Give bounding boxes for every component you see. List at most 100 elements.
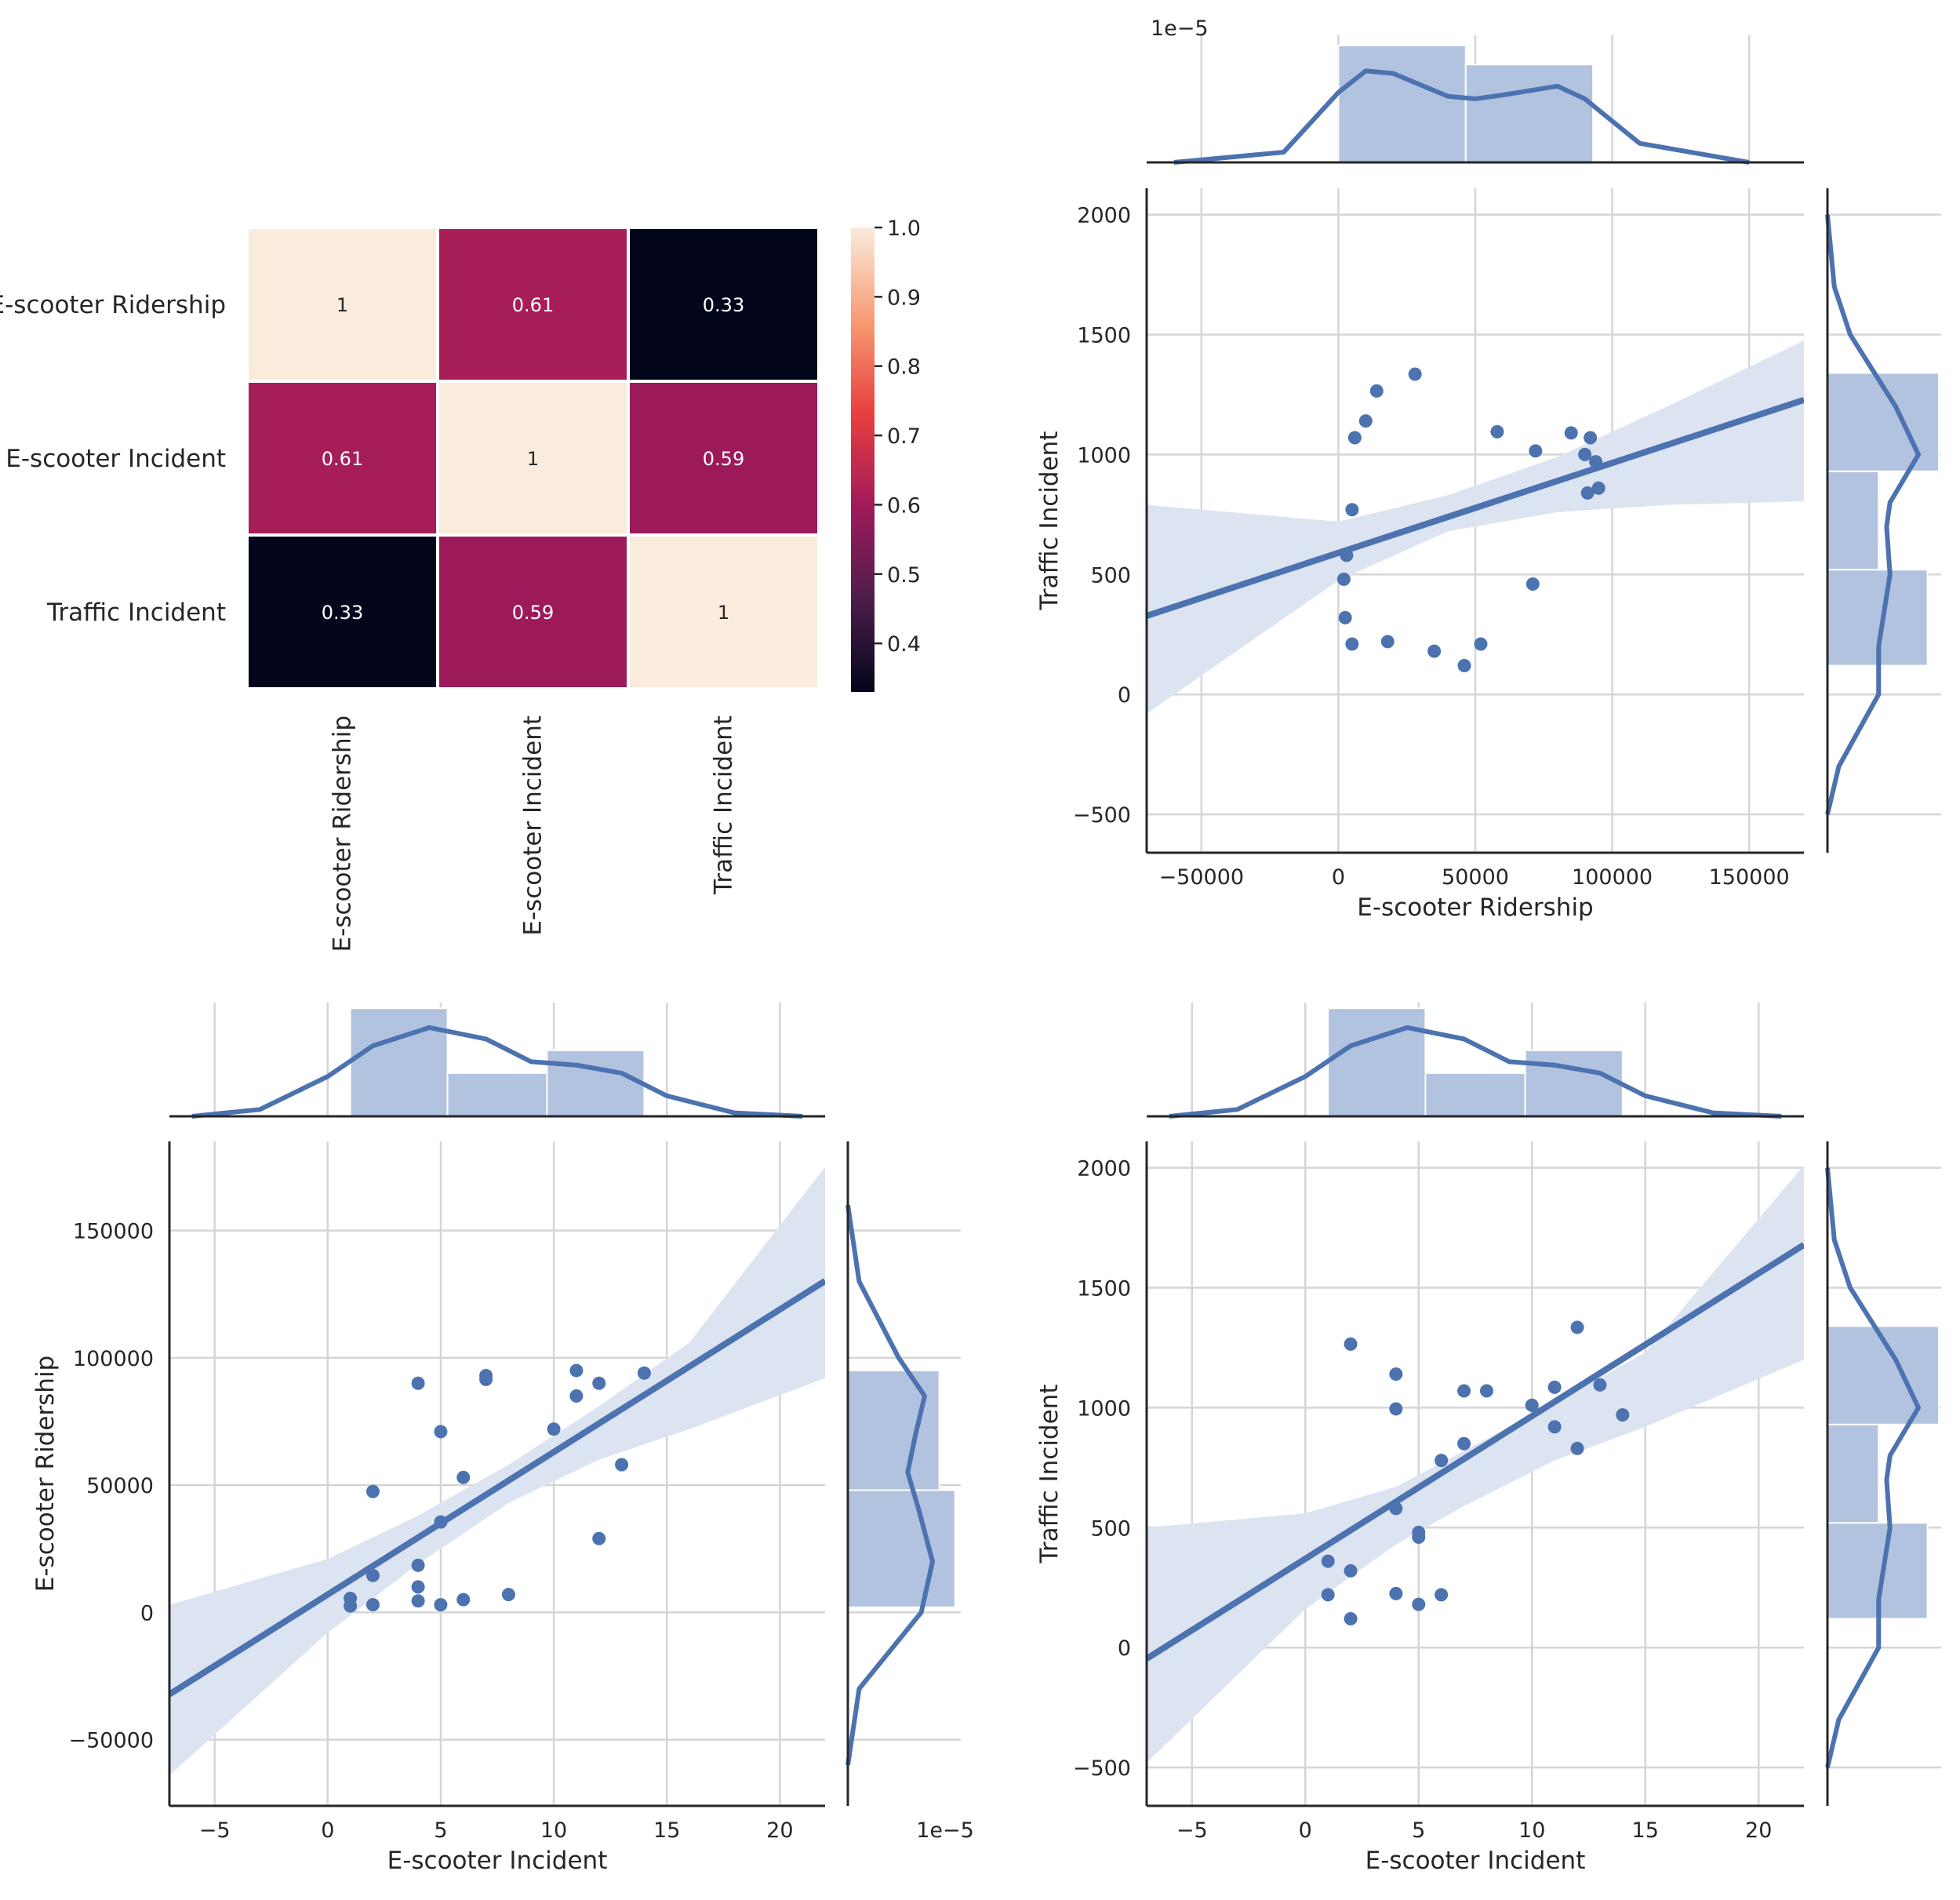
scatter-point: [501, 1588, 515, 1602]
heatmap-row-label: E-scooter Incident: [5, 445, 226, 473]
scatter-point: [1570, 1320, 1584, 1334]
heatmap-cell: [627, 380, 820, 537]
y-axis-label: Traffic Incident: [1035, 431, 1064, 611]
colorbar-tick-label: 0.6: [887, 493, 921, 518]
scatter-point: [1578, 447, 1592, 461]
scatter-point: [411, 1580, 425, 1594]
x-tick-label: 20: [1745, 1818, 1772, 1843]
heatmap-cell: [245, 226, 439, 383]
heatmap-col-label: E-scooter Incident: [519, 715, 547, 936]
scatter-point: [411, 1558, 425, 1572]
scatter-point: [365, 1568, 380, 1582]
scatter-point: [1358, 414, 1373, 428]
y-tick-label: 1000: [1077, 443, 1131, 468]
colorbar-tick-label: 0.4: [887, 632, 921, 657]
y-axis-label: E-scooter Ridership: [31, 1356, 60, 1592]
joint-plot-incident_vs_traffic: −5 0 5 10 15 20 −500 0 500 1000 1500 2000 E-scooter …: [1035, 1003, 1941, 1875]
scatter-point: [1547, 1380, 1562, 1394]
scatter-point: [637, 1366, 651, 1380]
scatter-point: [1457, 1436, 1471, 1450]
heatmap-cell-label: 0.59: [512, 602, 554, 624]
scatter-point: [1457, 658, 1471, 672]
kde-curve: [1173, 68, 1750, 165]
regression-line: [169, 1278, 825, 1698]
scatter-point: [365, 1598, 380, 1612]
histogram-bar: [349, 1007, 449, 1117]
histogram-bar: [847, 1489, 956, 1608]
scatter-point: [1369, 384, 1384, 398]
heatmap-cell: [627, 533, 820, 690]
heatmap-cell-label: 1: [527, 448, 539, 470]
scatter-point: [1490, 424, 1504, 439]
y-tick-label: 1500: [1077, 324, 1131, 348]
histogram-bar: [1337, 44, 1467, 163]
confidence-band: [169, 1167, 825, 1776]
histogram-bar: [1464, 64, 1595, 163]
scatter-point: [1570, 1441, 1584, 1455]
scatter-point: [1547, 1420, 1562, 1434]
x-tick-label: 150000: [1709, 865, 1790, 890]
y-tick-label: 150000: [73, 1220, 154, 1244]
kde-curve: [1169, 1025, 1782, 1119]
scatter-point: [1389, 1367, 1403, 1381]
scatter-point: [1340, 548, 1354, 562]
y-tick-label: −50000: [68, 1729, 154, 1753]
scatter-point: [1389, 1501, 1403, 1516]
scale-label: 1e−5: [916, 1818, 974, 1843]
kde-curve: [845, 1204, 935, 1766]
scatter-point: [1435, 1454, 1449, 1468]
histogram-bar: [446, 1072, 548, 1118]
x-tick-label: 10: [540, 1818, 567, 1843]
colorbar-tick-label: 0.5: [887, 563, 921, 588]
kde-curve: [1825, 214, 1921, 815]
heatmap-cell-label: 1: [336, 294, 348, 316]
x-tick-label: 0: [1332, 865, 1345, 890]
scatter-point: [1321, 1554, 1335, 1568]
scatter-point: [1427, 644, 1442, 658]
scatter-point: [1380, 635, 1395, 649]
x-tick-label: −5: [199, 1818, 231, 1843]
marginal-right: [1825, 1141, 1941, 1806]
scatter-point: [1435, 1588, 1449, 1602]
heatmap-cell-label: 1: [718, 602, 729, 624]
joint-plot-incident_vs_ridership: −5 0 5 10 15 20 −50000 0 50000 100000 150000 E-scoo…: [31, 1003, 974, 1875]
histogram-bar: [546, 1049, 645, 1118]
scatter-point: [547, 1422, 561, 1436]
heatmap-col-label: E-scooter Ridership: [329, 715, 357, 952]
heatmap-cell-label: 0.33: [322, 602, 363, 624]
colorbar-tick-label: 1.0: [887, 217, 921, 241]
scatter-point: [1321, 1588, 1335, 1602]
y-tick-label: 100000: [73, 1347, 154, 1371]
y-axis-label: Traffic Incident: [1035, 1385, 1064, 1564]
x-tick-label: 10: [1518, 1818, 1545, 1843]
scatter-point: [456, 1592, 471, 1607]
x-tick-label: 5: [434, 1818, 447, 1843]
y-tick-label: 0: [1118, 683, 1131, 708]
x-tick-label: 50000: [1442, 865, 1509, 890]
x-axis-label: E-scooter Incident: [387, 1847, 608, 1875]
scatter-point: [411, 1376, 425, 1390]
heatmap-row-label: Traffic Incident: [46, 599, 226, 627]
scatter-point: [1591, 481, 1605, 495]
scatter-point: [1593, 1378, 1607, 1392]
heatmap-cell-label: 0.59: [703, 448, 744, 470]
x-axis-label: E-scooter Ridership: [1357, 894, 1593, 922]
kde-curve: [191, 1025, 803, 1119]
scatter-point: [479, 1372, 493, 1386]
x-tick-label: 0: [1299, 1818, 1312, 1843]
regression-line: [1147, 397, 1804, 619]
heatmap-cell-label: 0.33: [703, 294, 744, 316]
scatter-point: [1338, 610, 1352, 624]
scatter-point: [1584, 431, 1598, 445]
x-tick-label: 15: [1632, 1818, 1659, 1843]
scatter-point: [1344, 1563, 1358, 1578]
histogram-bar: [1827, 1423, 1880, 1524]
y-tick-label: 0: [140, 1601, 154, 1625]
colorbar-tick-label: 0.9: [887, 286, 921, 310]
scatter-point: [1616, 1408, 1630, 1422]
y-tick-label: 1500: [1077, 1277, 1131, 1301]
y-tick-label: 500: [1090, 563, 1131, 588]
heatmap-cell: [436, 226, 630, 383]
heatmap-row-label: E-scooter Ridership: [0, 291, 226, 319]
x-tick-label: 100000: [1572, 865, 1653, 890]
